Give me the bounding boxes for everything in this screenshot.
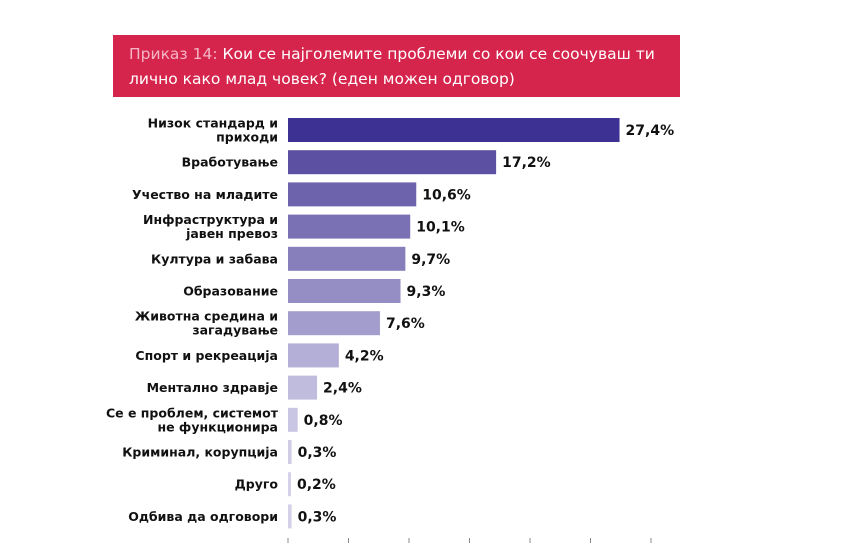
value-label-10: 0,3% bbox=[298, 445, 337, 461]
value-label-12: 0,3% bbox=[298, 509, 337, 525]
title-text-2: лично како млад човек? (еден можен одгов… bbox=[129, 70, 515, 88]
value-label-3: 10,1% bbox=[416, 220, 465, 236]
value-label-5: 9,3% bbox=[407, 284, 446, 300]
category-label-8: Ментално здравје bbox=[147, 380, 278, 395]
bar-10 bbox=[288, 440, 292, 464]
bar-0 bbox=[288, 118, 620, 142]
category-label-0-0: Низок стандард и bbox=[148, 116, 278, 131]
value-label-2: 10,6% bbox=[422, 187, 471, 203]
category-label-3-0: Инфраструктура и bbox=[143, 212, 278, 227]
category-label-9-1: не функционира bbox=[157, 419, 278, 434]
category-label-9-0: Се е проблем, системот bbox=[106, 405, 279, 420]
bar-4 bbox=[288, 246, 406, 271]
category-label-7: Спорт и рекреација bbox=[135, 348, 278, 363]
category-label-12: Одбива да одговори bbox=[128, 509, 278, 524]
value-label-0: 27,4% bbox=[626, 123, 675, 139]
bar-8 bbox=[288, 375, 318, 400]
value-label-1: 17,2% bbox=[502, 155, 551, 171]
bar-6 bbox=[288, 311, 380, 336]
figure-label: Приказ 14: bbox=[129, 45, 218, 63]
category-label-6-1: загадување bbox=[192, 323, 278, 338]
value-label-6: 7,6% bbox=[386, 316, 425, 332]
bar-1 bbox=[288, 150, 497, 175]
value-label-8: 2,4% bbox=[323, 381, 362, 397]
chart-title-line-1: Приказ 14: Кои се најголемите проблеми с… bbox=[129, 42, 664, 67]
value-label-9: 0,8% bbox=[304, 413, 343, 429]
title-text-1: Кои се најголемите проблеми со кои се со… bbox=[222, 45, 655, 63]
value-label-4: 9,7% bbox=[411, 252, 450, 268]
category-label-2: Учество на младите bbox=[132, 187, 278, 202]
bar-12 bbox=[288, 504, 292, 529]
category-label-10: Криминал, корупција bbox=[122, 445, 278, 460]
category-label-3-1: јавен превоз bbox=[185, 226, 278, 241]
category-label-4: Култура и забава bbox=[151, 251, 278, 266]
bar-11 bbox=[288, 472, 291, 497]
category-label-11: Друго bbox=[235, 477, 279, 492]
bar-2 bbox=[288, 182, 417, 207]
value-label-7: 4,2% bbox=[345, 348, 384, 364]
category-label-1: Вработување bbox=[182, 155, 278, 170]
bar-7 bbox=[288, 343, 339, 368]
category-label-6-0: Животна средина и bbox=[135, 309, 278, 324]
bar-9 bbox=[288, 407, 298, 432]
bar-3 bbox=[288, 214, 411, 239]
bar-5 bbox=[288, 279, 401, 303]
category-label-0-1: приходи bbox=[216, 130, 278, 145]
category-label-5: Образование bbox=[183, 284, 278, 299]
chart-title-box: Приказ 14: Кои се најголемите проблеми с… bbox=[113, 35, 680, 97]
value-label-11: 0,2% bbox=[297, 477, 336, 493]
